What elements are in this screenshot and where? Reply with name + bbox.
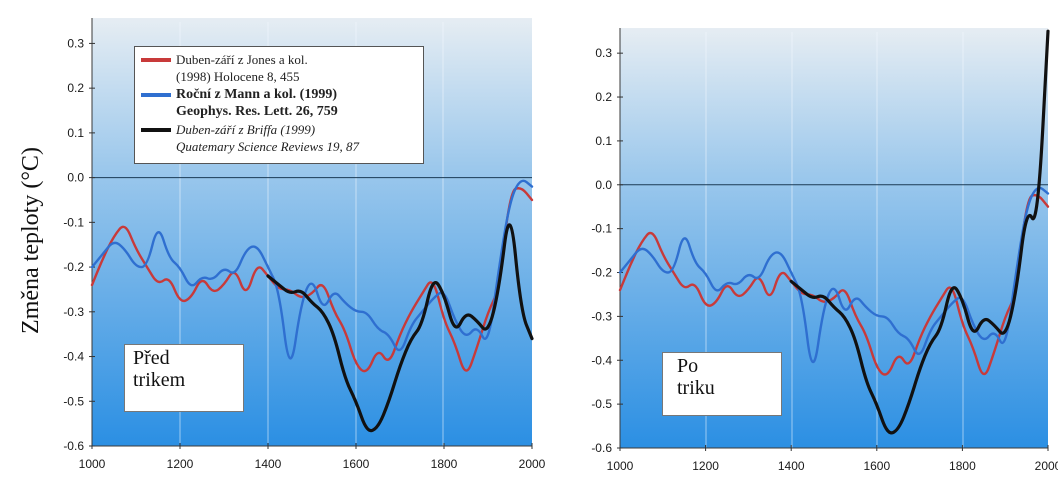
series-line-black	[266, 223, 534, 433]
y-tick-label: -0.1	[591, 222, 612, 236]
y-tick-label: 0.2	[595, 90, 612, 104]
legend-item-jones: Duben-září z Jones a kol. (1998) Holocen…	[141, 51, 417, 85]
annotation-before-trick: Před trikem	[124, 344, 244, 412]
x-tick-label: 1600	[343, 457, 370, 471]
legend-swatch-blue	[141, 93, 171, 97]
series-line-black	[789, 29, 1050, 435]
x-tick-label: 1000	[79, 457, 106, 471]
x-tick-label: 1400	[255, 457, 282, 471]
x-tick-label: 2000	[1035, 459, 1058, 473]
series-line-red	[618, 193, 1050, 376]
series-line-red	[90, 187, 534, 373]
y-tick-label: -0.4	[63, 350, 84, 364]
y-tick-label: -0.5	[63, 394, 84, 408]
y-tick-label: -0.5	[591, 397, 612, 411]
series-line-blue	[618, 186, 1050, 364]
y-tick-label: -0.3	[591, 309, 612, 323]
legend-text: (1998) Holocene 8, 455	[176, 69, 300, 84]
y-tick-label: 0.0	[67, 171, 84, 185]
legend-item-briffa: Duben-září z Briffa (1999) Quatemary Sci…	[141, 121, 417, 155]
legend-text: Roční z Mann a kol. (1999)	[176, 87, 337, 102]
x-tick-label: 2000	[519, 457, 546, 471]
x-tick-label: 1600	[863, 459, 890, 473]
y-tick-label: 0.1	[595, 134, 612, 148]
y-tick-label: -0.4	[591, 353, 612, 367]
legend-swatch-black	[141, 128, 171, 132]
y-tick-label: 0.3	[595, 46, 612, 60]
legend-text: Duben-září z Briffa (1999)	[176, 122, 316, 137]
annotation-line: trikem	[133, 369, 186, 391]
x-tick-label: 1400	[778, 459, 805, 473]
y-tick-label: 0.3	[67, 36, 84, 50]
annotation-line: Po	[677, 355, 699, 377]
legend-text: Quatemary Science Reviews 19, 87	[176, 139, 360, 154]
x-tick-label: 1200	[167, 457, 194, 471]
x-tick-label: 1800	[949, 459, 976, 473]
y-tick-label: -0.6	[591, 441, 612, 455]
y-tick-label: -0.2	[63, 260, 84, 274]
x-tick-label: 1200	[692, 459, 719, 473]
legend-text: Geophys. Res. Lett. 26, 759	[176, 104, 338, 119]
legend-text: Duben-září z Jones a kol.	[176, 52, 308, 67]
annotation-after-trick: Po triku	[662, 352, 782, 416]
series-line-blue	[90, 179, 534, 360]
legend-swatch-red	[141, 58, 171, 62]
y-tick-label: -0.2	[591, 266, 612, 280]
y-tick-label: -0.1	[63, 215, 84, 229]
x-tick-label: 1000	[607, 459, 634, 473]
y-tick-label: 0.1	[67, 126, 84, 140]
x-tick-label: 1800	[431, 457, 458, 471]
legend: Duben-září z Jones a kol. (1998) Holocen…	[134, 46, 424, 164]
y-tick-label: -0.6	[63, 439, 84, 453]
annotation-line: Před	[133, 347, 170, 369]
annotation-line: triku	[677, 377, 715, 399]
y-tick-label: -0.3	[63, 305, 84, 319]
legend-item-mann: Roční z Mann a kol. (1999) Geophys. Res.…	[141, 86, 417, 120]
y-tick-label: 0.2	[67, 81, 84, 95]
y-tick-label: 0.0	[595, 178, 612, 192]
